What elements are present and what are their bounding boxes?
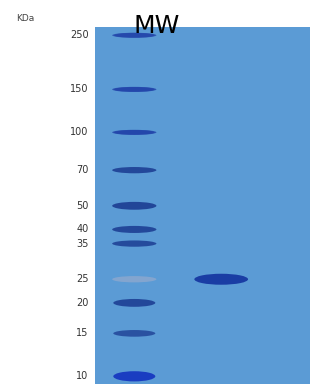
Ellipse shape [114,130,155,135]
Text: 250: 250 [70,30,88,40]
Ellipse shape [112,33,156,38]
Text: KDa: KDa [16,14,34,23]
Ellipse shape [112,226,156,233]
Ellipse shape [114,33,155,38]
Text: 20: 20 [76,298,88,308]
Ellipse shape [112,240,156,247]
Ellipse shape [113,371,155,381]
Text: 35: 35 [76,239,88,249]
Text: 150: 150 [70,84,88,94]
Text: 40: 40 [76,225,88,234]
Ellipse shape [112,87,156,92]
Ellipse shape [194,274,248,285]
Text: 15: 15 [76,328,88,338]
Ellipse shape [114,87,155,92]
Text: 100: 100 [70,127,88,137]
Ellipse shape [112,130,156,135]
Text: 25: 25 [76,274,88,284]
Text: 10: 10 [76,371,88,381]
Ellipse shape [112,276,156,282]
Text: 50: 50 [76,201,88,211]
Ellipse shape [112,202,156,210]
Text: MW: MW [133,14,179,38]
Ellipse shape [112,167,156,173]
Ellipse shape [113,299,155,307]
Ellipse shape [113,330,155,337]
FancyBboxPatch shape [95,27,310,384]
Text: 70: 70 [76,165,88,175]
